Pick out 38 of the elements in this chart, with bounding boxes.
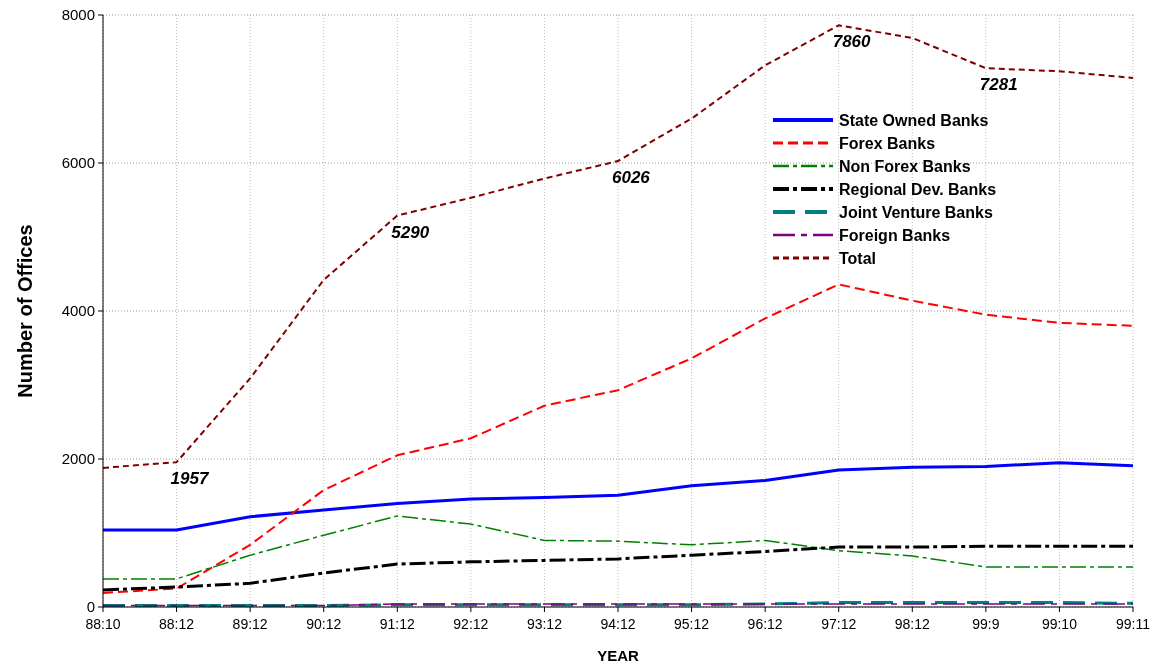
annotation: 7860 — [832, 32, 872, 52]
annotation: 5290 — [391, 222, 430, 242]
legend-label: State Owned Banks — [839, 111, 989, 129]
line-series — [102, 283, 1134, 594]
x-tick-label: 99:10 — [1041, 616, 1078, 632]
x-tick-label: 95:12 — [674, 616, 710, 632]
line-series — [102, 24, 1134, 469]
line-series — [102, 515, 1134, 580]
y-tick-label: 0 — [86, 598, 95, 616]
legend-label: Total — [839, 249, 877, 267]
x-tick-label: 99:9 — [972, 616, 1000, 632]
legend-label: Foreign Banks — [839, 226, 951, 244]
annotation: 1957 — [170, 469, 210, 489]
legend-label: Joint Venture Banks — [839, 203, 993, 221]
y-axis-title: Number of Offices — [14, 224, 36, 398]
line-series — [101, 461, 1135, 532]
y-tick-label: 6000 — [61, 154, 95, 172]
y-tick-label: 2000 — [61, 450, 95, 468]
x-tick-label: 88:12 — [159, 616, 195, 632]
x-tick-label: 90:12 — [306, 616, 342, 632]
annotation: 7281 — [979, 75, 1018, 95]
x-tick-label: 94:12 — [600, 616, 636, 632]
x-tick-label: 92:12 — [453, 616, 489, 632]
x-tick-label: 99:11 — [1116, 616, 1151, 632]
x-tick-label: 97:12 — [821, 616, 857, 632]
x-tick-label: 93:12 — [526, 616, 563, 632]
x-tick-label: 89:12 — [232, 616, 268, 632]
y-tick-label: 8000 — [61, 6, 95, 24]
legend-label: Regional Dev. Banks — [839, 180, 997, 198]
x-tick-label: 88:10 — [85, 616, 121, 632]
legend-label: Forex Banks — [839, 134, 936, 152]
annotation: 6026 — [612, 168, 651, 188]
x-tick-label: 96:12 — [747, 616, 783, 632]
x-tick-label: 98:12 — [894, 616, 931, 632]
x-tick-label: 91:12 — [379, 616, 416, 632]
x-axis-title: YEAR — [597, 647, 639, 664]
y-tick-label: 4000 — [61, 302, 95, 320]
legend-label: Non Forex Banks — [839, 157, 971, 175]
